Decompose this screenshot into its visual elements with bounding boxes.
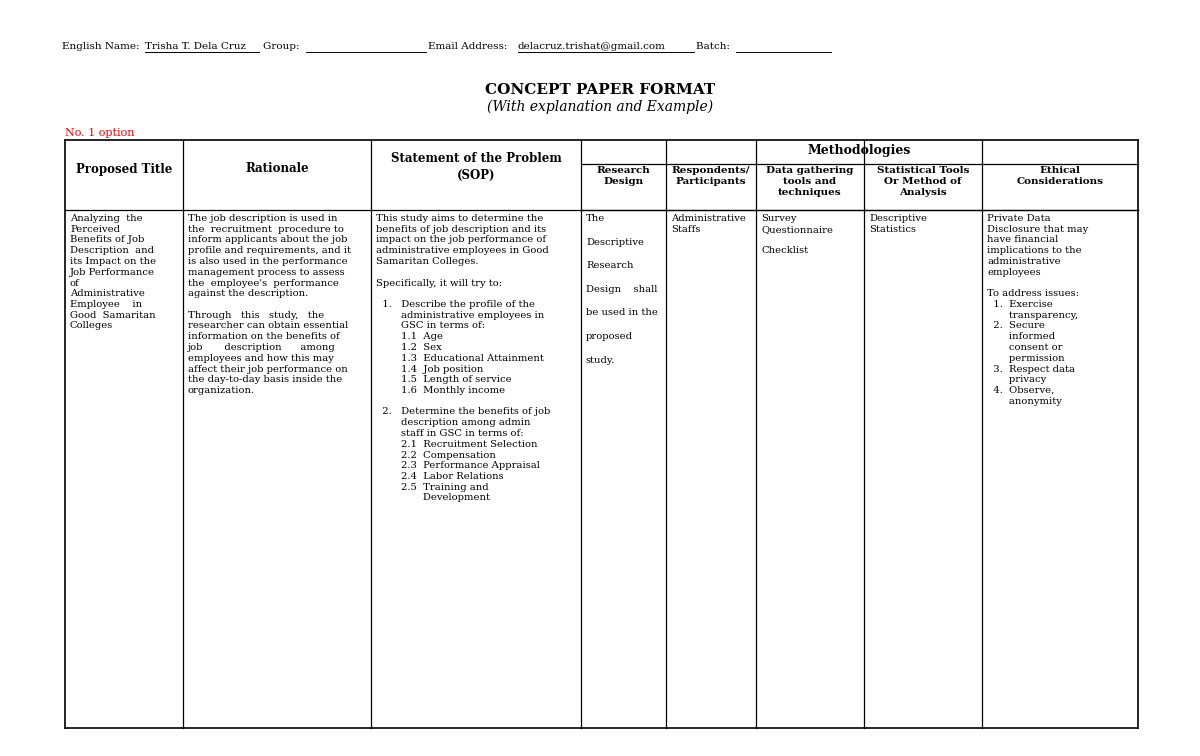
Text: Rationale: Rationale <box>245 163 308 175</box>
Text: Trisha T. Dela Cruz: Trisha T. Dela Cruz <box>145 42 246 51</box>
Text: Analyzing  the
Perceived
Benefits of Job
Description  and
its Impact on the
Job : Analyzing the Perceived Benefits of Job … <box>70 214 156 330</box>
Text: Email Address:: Email Address: <box>428 42 511 51</box>
Text: Batch:: Batch: <box>696 42 733 51</box>
Text: Proposed Title: Proposed Title <box>76 163 172 175</box>
Text: Descriptive
Statistics: Descriptive Statistics <box>869 214 928 234</box>
Text: Data gathering
tools and
techniques: Data gathering tools and techniques <box>767 166 853 197</box>
Text: This study aims to determine the
benefits of job description and its
impact on t: This study aims to determine the benefit… <box>376 214 551 503</box>
Text: Group:: Group: <box>263 42 302 51</box>
Text: Research
Design: Research Design <box>596 166 650 186</box>
Text: Respondents/
Participants: Respondents/ Participants <box>672 166 750 186</box>
Text: Statement of the Problem
(SOP): Statement of the Problem (SOP) <box>391 152 562 182</box>
Text: The job description is used in
the  recruitment  procedure to
inform applicants : The job description is used in the recru… <box>188 214 352 395</box>
Text: Statistical Tools
Or Method of
Analysis: Statistical Tools Or Method of Analysis <box>877 166 970 197</box>
Text: Administrative
Staffs: Administrative Staffs <box>671 214 746 234</box>
Text: Ethical
Considerations: Ethical Considerations <box>1016 166 1104 186</box>
Text: The

Descriptive

Research

Design    shall

be used in the

proposed

study.: The Descriptive Research Design shall be… <box>586 214 658 364</box>
Text: (With explanation and Example): (With explanation and Example) <box>487 100 713 114</box>
Text: Methodologies: Methodologies <box>808 144 911 157</box>
Text: CONCEPT PAPER FORMAT: CONCEPT PAPER FORMAT <box>485 83 715 97</box>
Text: No. 1 option: No. 1 option <box>65 128 134 138</box>
Text: Survey
Questionnaire

Checklist: Survey Questionnaire Checklist <box>761 214 833 256</box>
Text: English Name:: English Name: <box>62 42 143 51</box>
Text: Private Data
Disclosure that may
have financial
implications to the
administrati: Private Data Disclosure that may have fi… <box>986 214 1088 406</box>
Text: delacruz.trishat@gmail.com: delacruz.trishat@gmail.com <box>518 42 666 51</box>
